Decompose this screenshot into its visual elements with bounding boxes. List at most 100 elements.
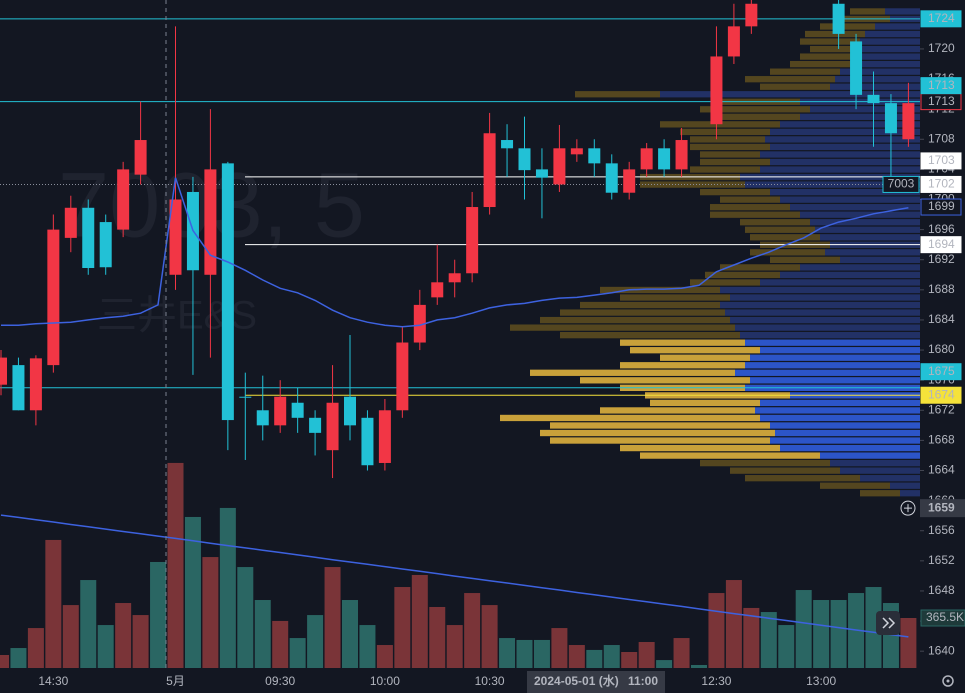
candle-body xyxy=(884,103,897,134)
volume-bar xyxy=(62,605,79,668)
volume-badge: 365.5K xyxy=(926,610,964,624)
profile-up xyxy=(720,286,920,294)
axis-bg xyxy=(920,0,965,693)
profile-down xyxy=(510,324,735,331)
volume-bar xyxy=(324,567,341,668)
x-tick-label: 13:00 xyxy=(806,674,836,688)
crosshair-badge-bg xyxy=(920,499,965,518)
candle-body xyxy=(29,358,42,411)
profile-down xyxy=(560,332,740,339)
profile-up xyxy=(775,429,920,437)
volume-bar xyxy=(289,638,306,668)
volume-bar xyxy=(464,593,481,668)
profile-down xyxy=(540,316,730,324)
volume-bar xyxy=(900,617,917,668)
profile-down xyxy=(690,279,760,286)
profile-down xyxy=(700,158,770,166)
profile-down xyxy=(640,452,820,459)
candle-body xyxy=(501,140,514,149)
profile-down xyxy=(720,113,800,120)
profile-down xyxy=(770,68,840,75)
profile-down xyxy=(820,23,875,30)
profile-up xyxy=(750,354,920,361)
profile-up xyxy=(755,407,920,414)
y-tick-label: 1680 xyxy=(928,342,955,356)
candle-body xyxy=(169,199,182,275)
profile-down xyxy=(770,256,840,264)
profile-up xyxy=(745,339,920,346)
profile-down xyxy=(620,339,745,346)
candle-body xyxy=(117,169,130,230)
profile-down xyxy=(720,196,780,203)
volume-bar xyxy=(394,587,411,668)
profile-down xyxy=(710,211,800,218)
settings-button[interactable] xyxy=(942,675,954,687)
profile-down xyxy=(690,143,770,151)
volume-bar xyxy=(359,625,376,668)
profile-down xyxy=(800,38,860,45)
volume-bar xyxy=(795,590,812,668)
candle-body xyxy=(867,94,880,104)
profile-up xyxy=(760,399,920,407)
profile-up xyxy=(730,316,920,324)
price-axis: 1720171617121708170417001696169216881684… xyxy=(920,0,965,693)
profile-down xyxy=(705,271,780,279)
price-badge-bg xyxy=(920,10,962,28)
add-button-icon xyxy=(904,504,912,513)
y-tick-label: 1696 xyxy=(928,222,955,236)
profile-down xyxy=(660,121,780,128)
profile-down xyxy=(750,234,820,241)
volume-badge-bg xyxy=(920,609,965,627)
candle-body xyxy=(99,222,112,268)
candle-body xyxy=(710,56,723,125)
volume-bar xyxy=(551,628,568,668)
volume-bar xyxy=(708,593,725,668)
profile-up xyxy=(750,377,920,384)
profile-up xyxy=(730,294,920,301)
gear-icon[interactable] xyxy=(942,675,954,687)
volume-bar xyxy=(237,567,254,668)
profile-down xyxy=(710,204,790,211)
time-label-date: 2024-05-01 (水) xyxy=(534,673,619,688)
volume-bar xyxy=(778,625,795,668)
profile-up xyxy=(660,91,920,98)
volume-bar xyxy=(725,580,742,668)
profile-up xyxy=(810,106,920,113)
volume-bar xyxy=(219,507,236,668)
profile-down xyxy=(700,188,770,196)
profile-down xyxy=(700,106,810,113)
price-badge-bg xyxy=(920,363,962,381)
add-button[interactable] xyxy=(900,500,916,516)
profile-down xyxy=(860,490,900,497)
profile-down xyxy=(850,8,885,15)
volume-bar xyxy=(516,639,533,668)
volume-bar xyxy=(638,642,655,668)
volume-bar xyxy=(132,615,149,668)
profile-up xyxy=(800,264,920,271)
profile-up xyxy=(815,226,920,233)
profile-up xyxy=(780,196,920,203)
profile-up xyxy=(780,121,920,128)
volume-bar xyxy=(10,648,27,668)
x-tick-label: 5月 xyxy=(166,674,185,688)
volume-bar xyxy=(830,600,847,668)
scroll-button[interactable] xyxy=(876,611,900,635)
volume-bar xyxy=(0,655,9,668)
price-badge-bg xyxy=(920,77,962,95)
volume-bar xyxy=(150,561,167,668)
price-badge: 1724 xyxy=(928,11,955,25)
profile-up xyxy=(770,437,920,444)
profile-down xyxy=(620,444,780,452)
volume-bar xyxy=(411,574,428,668)
y-tick-label: 1720 xyxy=(928,41,955,55)
candle-body xyxy=(396,342,409,411)
x-tick-label: 10:30 xyxy=(475,674,505,688)
y-tick-label: 1640 xyxy=(928,643,955,657)
profile-down xyxy=(745,226,815,233)
candle-body xyxy=(605,163,618,193)
volume-bar xyxy=(202,557,219,668)
candle-body xyxy=(570,148,583,155)
volume-bar xyxy=(27,628,44,668)
volume-bar xyxy=(743,607,760,668)
